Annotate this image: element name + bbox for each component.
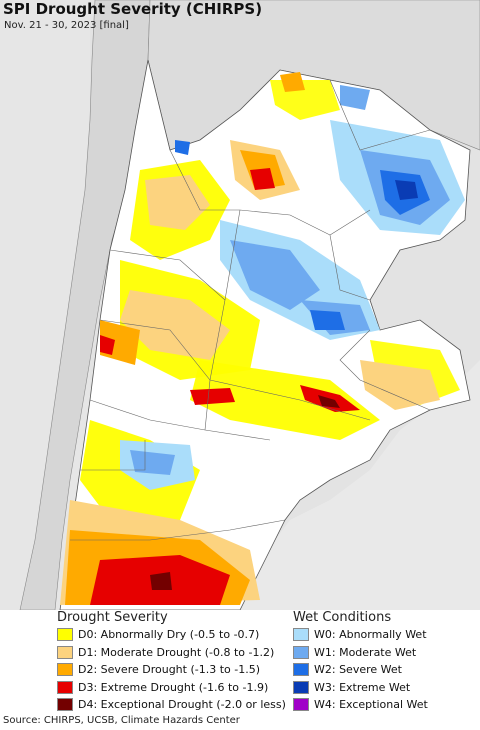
wet-w3-zone (395, 180, 418, 200)
wet-w1-zone (130, 450, 175, 475)
drought-d4-zone (150, 572, 172, 590)
legend: Drought Severity Wet Conditions D0: Abno… (0, 610, 480, 712)
legend-label-w2: W2: Severe Wet (314, 663, 402, 676)
drought-d3-zone (250, 168, 275, 190)
legend-swatch-d3 (57, 681, 73, 694)
legend-item-w4: W4: Exceptional Wet (293, 697, 428, 712)
legend-label-d0: D0: Abnormally Dry (-0.5 to -0.7) (78, 628, 260, 641)
legend-item-w1: W1: Moderate Wet (293, 645, 416, 660)
legend-swatch-d1 (57, 646, 73, 659)
ocean-atlantic (240, 360, 480, 610)
legend-swatch-d0 (57, 628, 73, 641)
legend-swatch-w1 (293, 646, 309, 659)
legend-label-w1: W1: Moderate Wet (314, 646, 417, 659)
map-subtitle: Nov. 21 - 30, 2023 [final] (4, 20, 129, 31)
legend-swatch-w3 (293, 681, 309, 694)
legend-label-d1: D1: Moderate Drought (-0.8 to -1.2) (78, 646, 275, 659)
legend-item-w0: W0: Abnormally Wet (293, 627, 427, 642)
drought-d3-zone (300, 385, 360, 412)
drought-d3-zone (190, 388, 235, 405)
drought-d2-zone (280, 72, 305, 92)
legend-item-d2: D2: Severe Drought (-1.3 to -1.5) (57, 662, 260, 677)
legend-item-d1: D1: Moderate Drought (-0.8 to -1.2) (57, 645, 274, 660)
map-title: SPI Drought Severity (CHIRPS) (3, 0, 263, 18)
legend-label-w0: W0: Abnormally Wet (314, 628, 427, 641)
legend-swatch-w4 (293, 698, 309, 711)
legend-swatch-w0 (293, 628, 309, 641)
drought-d4-zone (318, 395, 340, 408)
wet-w2-zone (175, 140, 190, 155)
source-credit: Source: CHIRPS, UCSB, Climate Hazards Ce… (3, 715, 240, 726)
legend-label-w3: W3: Extreme Wet (314, 681, 411, 694)
drought-d1-zone (120, 290, 230, 360)
legend-label-w4: W4: Exceptional Wet (314, 698, 428, 711)
wet-legend-header: Wet Conditions (293, 610, 392, 625)
drought-legend-header: Drought Severity (57, 610, 168, 625)
legend-item-d3: D3: Extreme Drought (-1.6 to -1.9) (57, 680, 268, 695)
legend-label-d4: D4: Exceptional Drought (-2.0 or less) (78, 698, 286, 711)
drought-map (19, 0, 480, 610)
drought-d1-zone (360, 360, 440, 410)
legend-label-d2: D2: Severe Drought (-1.3 to -1.5) (78, 663, 261, 676)
drought-d0-zone (190, 360, 380, 440)
legend-swatch-d2 (57, 663, 73, 676)
drought-d1-zone (145, 175, 210, 230)
legend-item-w2: W2: Severe Wet (293, 662, 402, 677)
legend-item-d4: D4: Exceptional Drought (-2.0 or less) (57, 697, 286, 712)
wet-w2-zone (310, 310, 345, 330)
legend-item-w3: W3: Extreme Wet (293, 680, 410, 695)
drought-d3-zone (100, 335, 115, 355)
province-boundaries (70, 79, 431, 541)
wet-w1-zone (340, 85, 370, 110)
legend-label-d3: D3: Extreme Drought (-1.6 to -1.9) (78, 681, 269, 694)
legend-swatch-d4 (57, 698, 73, 711)
map-area: SPI Drought Severity (CHIRPS) Nov. 21 - … (0, 0, 480, 610)
legend-item-d0: D0: Abnormally Dry (-0.5 to -0.7) (57, 627, 259, 642)
wet-w1-zone (230, 240, 320, 310)
legend-swatch-w2 (293, 663, 309, 676)
